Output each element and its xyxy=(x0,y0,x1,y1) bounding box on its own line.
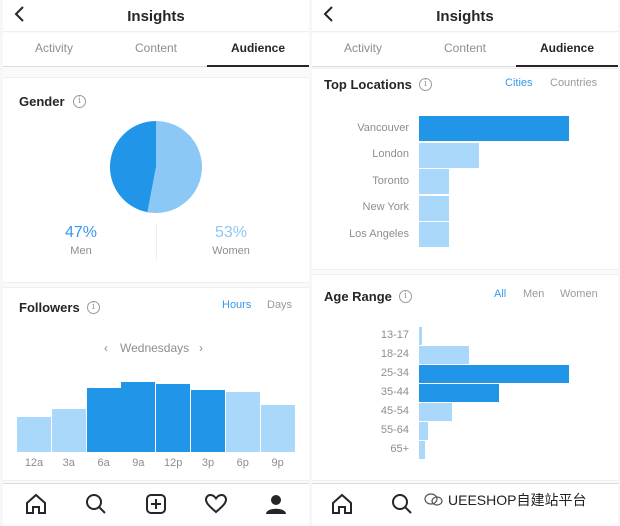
age-range-title: Age Range xyxy=(324,289,392,304)
location-label: Vancouver xyxy=(357,121,409,134)
followers-bar-9p xyxy=(260,405,295,452)
left-phone-screen: Insights Activity Content Audience Gende… xyxy=(3,0,309,526)
location-label: Toronto xyxy=(372,174,409,187)
header: Insights xyxy=(3,0,309,32)
toggle-hours[interactable]: Hours xyxy=(222,299,252,311)
location-label: Los Angeles xyxy=(349,227,409,240)
age-label: 25-34 xyxy=(380,367,409,379)
profile-icon[interactable] xyxy=(264,492,288,516)
tab-activity[interactable]: Activity xyxy=(343,41,382,55)
back-chevron-icon[interactable] xyxy=(13,4,33,26)
location-bar-toronto xyxy=(419,169,449,194)
age-label: 18-24 xyxy=(380,348,409,360)
age-info-icon[interactable]: i xyxy=(399,290,412,303)
pie-slice-women xyxy=(147,121,202,213)
search-icon[interactable] xyxy=(390,492,414,516)
location-label: London xyxy=(372,148,409,160)
gender-title: Gender xyxy=(19,94,65,109)
toggle-women[interactable]: Women xyxy=(560,288,598,300)
bottom-nav xyxy=(312,483,618,526)
followers-bar-12p xyxy=(156,384,191,452)
tab-content[interactable]: Content xyxy=(134,41,178,55)
gender-pie-chart xyxy=(109,120,202,213)
followers-x-label: 12p xyxy=(164,457,183,469)
age-label: 65+ xyxy=(390,443,409,455)
home-icon[interactable] xyxy=(330,492,354,516)
wechat-icon xyxy=(424,493,444,507)
tab-activity[interactable]: Activity xyxy=(34,41,73,55)
age-range-card: Age Range i All Men Women 13-17 18-24 25-3… xyxy=(312,274,618,481)
age-label: 13-17 xyxy=(380,329,409,341)
women-label: Women xyxy=(212,245,250,257)
age-label: 35-44 xyxy=(380,386,409,398)
top-locations-title: Top Locations xyxy=(324,77,412,92)
day-next-chevron-icon[interactable]: › xyxy=(199,341,203,355)
followers-bar-9a xyxy=(121,382,156,452)
location-bar-new-york xyxy=(419,195,449,221)
watermark-text: UEESHOP自建站平台 xyxy=(448,492,587,508)
followers-card: Followers i Hours Days ‹ Wednesdays › 12… xyxy=(3,287,309,481)
men-label: Men xyxy=(70,245,92,257)
age-label: 45-54 xyxy=(380,405,409,417)
age-bar-55-64 xyxy=(419,422,428,440)
watermark: UEESHOP自建站平台 xyxy=(424,490,586,510)
tab-bar: Activity Content Audience xyxy=(312,33,618,67)
women-percent: 53% xyxy=(214,224,248,241)
location-bar-london xyxy=(419,142,479,168)
add-post-icon[interactable] xyxy=(144,492,168,516)
toggle-countries[interactable]: Countries xyxy=(550,77,598,89)
toggle-days[interactable]: Days xyxy=(267,299,293,311)
followers-bar-3p xyxy=(191,390,225,452)
followers-bar-12a xyxy=(17,417,51,452)
age-bar-45-54 xyxy=(419,403,452,421)
men-percent: 47% xyxy=(64,224,98,241)
day-label: Wednesdays xyxy=(120,341,190,355)
toggle-men[interactable]: Men xyxy=(523,288,545,300)
age-label: 55-64 xyxy=(380,424,409,436)
gender-divider xyxy=(156,224,157,260)
tab-bar: Activity Content Audience xyxy=(3,33,309,67)
search-icon[interactable] xyxy=(84,492,108,516)
home-icon[interactable] xyxy=(24,492,48,516)
locations-info-icon[interactable]: i xyxy=(419,78,432,91)
toggle-cities[interactable]: Cities xyxy=(505,77,533,89)
top-locations-card: Top Locations i Cities Countries Vancouv… xyxy=(312,68,618,270)
page-title: Insights xyxy=(436,8,494,25)
location-bar-los-angeles xyxy=(419,222,449,247)
age-bar-25-34 xyxy=(419,365,569,383)
heart-icon[interactable] xyxy=(204,492,228,516)
followers-x-label: 3a xyxy=(62,457,75,469)
bottom-nav xyxy=(3,483,309,526)
header: Insights xyxy=(312,0,618,32)
followers-x-label: 12a xyxy=(24,457,44,469)
location-bar-vancouver xyxy=(419,116,569,141)
followers-x-label: 9a xyxy=(132,457,145,469)
pie-slice-men xyxy=(109,120,156,213)
age-bar-65+ xyxy=(419,441,425,459)
gender-card: Gender i 47% Men 53% Women xyxy=(3,77,309,283)
tab-content[interactable]: Content xyxy=(443,41,487,55)
followers-x-label: 6p xyxy=(236,457,249,469)
age-bar-18-24 xyxy=(419,346,469,364)
gender-info-icon[interactable]: i xyxy=(73,95,86,108)
page-title: Insights xyxy=(127,8,185,25)
day-prev-chevron-icon[interactable]: ‹ xyxy=(104,341,108,355)
followers-bar-3a xyxy=(51,409,86,452)
followers-x-label: 3p xyxy=(201,457,215,469)
followers-info-icon[interactable]: i xyxy=(87,301,100,314)
followers-x-label: 9p xyxy=(271,457,284,469)
age-bar-35-44 xyxy=(419,384,499,402)
location-label: New York xyxy=(362,201,409,213)
tab-audience[interactable]: Audience xyxy=(516,33,618,67)
back-chevron-icon[interactable] xyxy=(322,4,342,26)
followers-bar-6a xyxy=(86,388,121,452)
followers-title: Followers xyxy=(19,300,80,315)
toggle-all[interactable]: All xyxy=(494,288,507,300)
followers-x-label: 6a xyxy=(97,457,110,469)
tab-audience[interactable]: Audience xyxy=(207,33,309,67)
followers-bar-6p xyxy=(225,392,260,452)
age-bar-13-17 xyxy=(419,327,422,345)
right-phone-screen: Insights Activity Content Audience Top L… xyxy=(312,0,618,526)
